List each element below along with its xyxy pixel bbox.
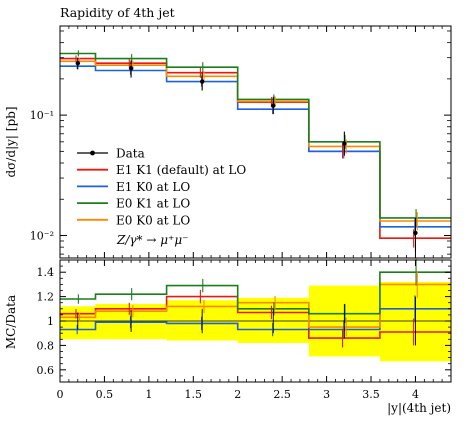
x-tick-label: 2 <box>234 388 241 401</box>
ratio-y-tick-label: 1 <box>47 315 54 328</box>
data-point <box>413 230 418 236</box>
x-tick-label: 1.5 <box>185 388 203 401</box>
data-point <box>271 103 276 108</box>
legend-entry: E0 K0 at LO <box>77 213 190 227</box>
x-tick-label: 2.5 <box>273 388 291 401</box>
main-y-tick-label: 10⁻¹ <box>30 109 54 122</box>
data-point <box>199 79 205 84</box>
x-tick-label: 3 <box>323 388 330 401</box>
legend-label-data: Data <box>116 147 145 161</box>
legend-entry-data: Data <box>77 147 145 161</box>
process-label: Z/γ* → μ⁺μ⁻ <box>116 233 189 247</box>
data-point <box>75 60 80 66</box>
main-y-axis-label: dσ/d|y| [pb] <box>4 106 18 177</box>
x-tick-label: 3.5 <box>362 388 380 401</box>
main-y-tick-label: 10⁻² <box>30 229 54 242</box>
ratio-panel: 0 0.5 1 1.5 2 2.5 3 3.5 4 0.6 0.8 1 1.2 1.4 MC/Data |… <box>4 258 452 415</box>
main-panel: 10⁻¹ 10⁻² Data E1 K1 (default) at LO E1 K0 … <box>4 25 452 259</box>
legend-label: E1 K1 (default) at LO <box>116 163 246 177</box>
legend-label: E1 K0 at LO <box>116 180 190 194</box>
ratio-y-tick-label: 0.6 <box>37 364 55 377</box>
legend-label: E0 K0 at LO <box>116 213 190 227</box>
ratio-y-tick-label: 1.4 <box>37 266 55 279</box>
x-tick-label: 0 <box>57 388 64 401</box>
legend: Data E1 K1 (default) at LO E1 K0 at LO E0 K… <box>77 147 246 227</box>
x-tick-label: 1 <box>145 388 152 401</box>
data-point <box>128 66 134 71</box>
main-series-line-2 <box>60 52 451 219</box>
legend-marker-data <box>90 150 95 156</box>
ratio-y-tick-label: 0.8 <box>37 339 55 352</box>
x-tick-label: 0.5 <box>96 388 114 401</box>
ratio-y-axis-label: MC/Data <box>4 295 18 349</box>
ratio-y-tick-label: 1.2 <box>37 291 55 304</box>
ratio-series-line-2 <box>60 271 451 315</box>
legend-entry: E0 K1 at LO <box>77 197 190 211</box>
legend-label: E0 K1 at LO <box>116 197 190 211</box>
x-axis-label: |y|(4th jet) <box>387 401 451 415</box>
legend-entry: E1 K1 (default) at LO <box>77 163 246 177</box>
legend-entry: E1 K0 at LO <box>77 180 190 194</box>
x-tick-label: 4 <box>412 388 419 401</box>
plot-title: Rapidity of 4th jet <box>60 5 175 20</box>
data-point <box>342 141 347 146</box>
